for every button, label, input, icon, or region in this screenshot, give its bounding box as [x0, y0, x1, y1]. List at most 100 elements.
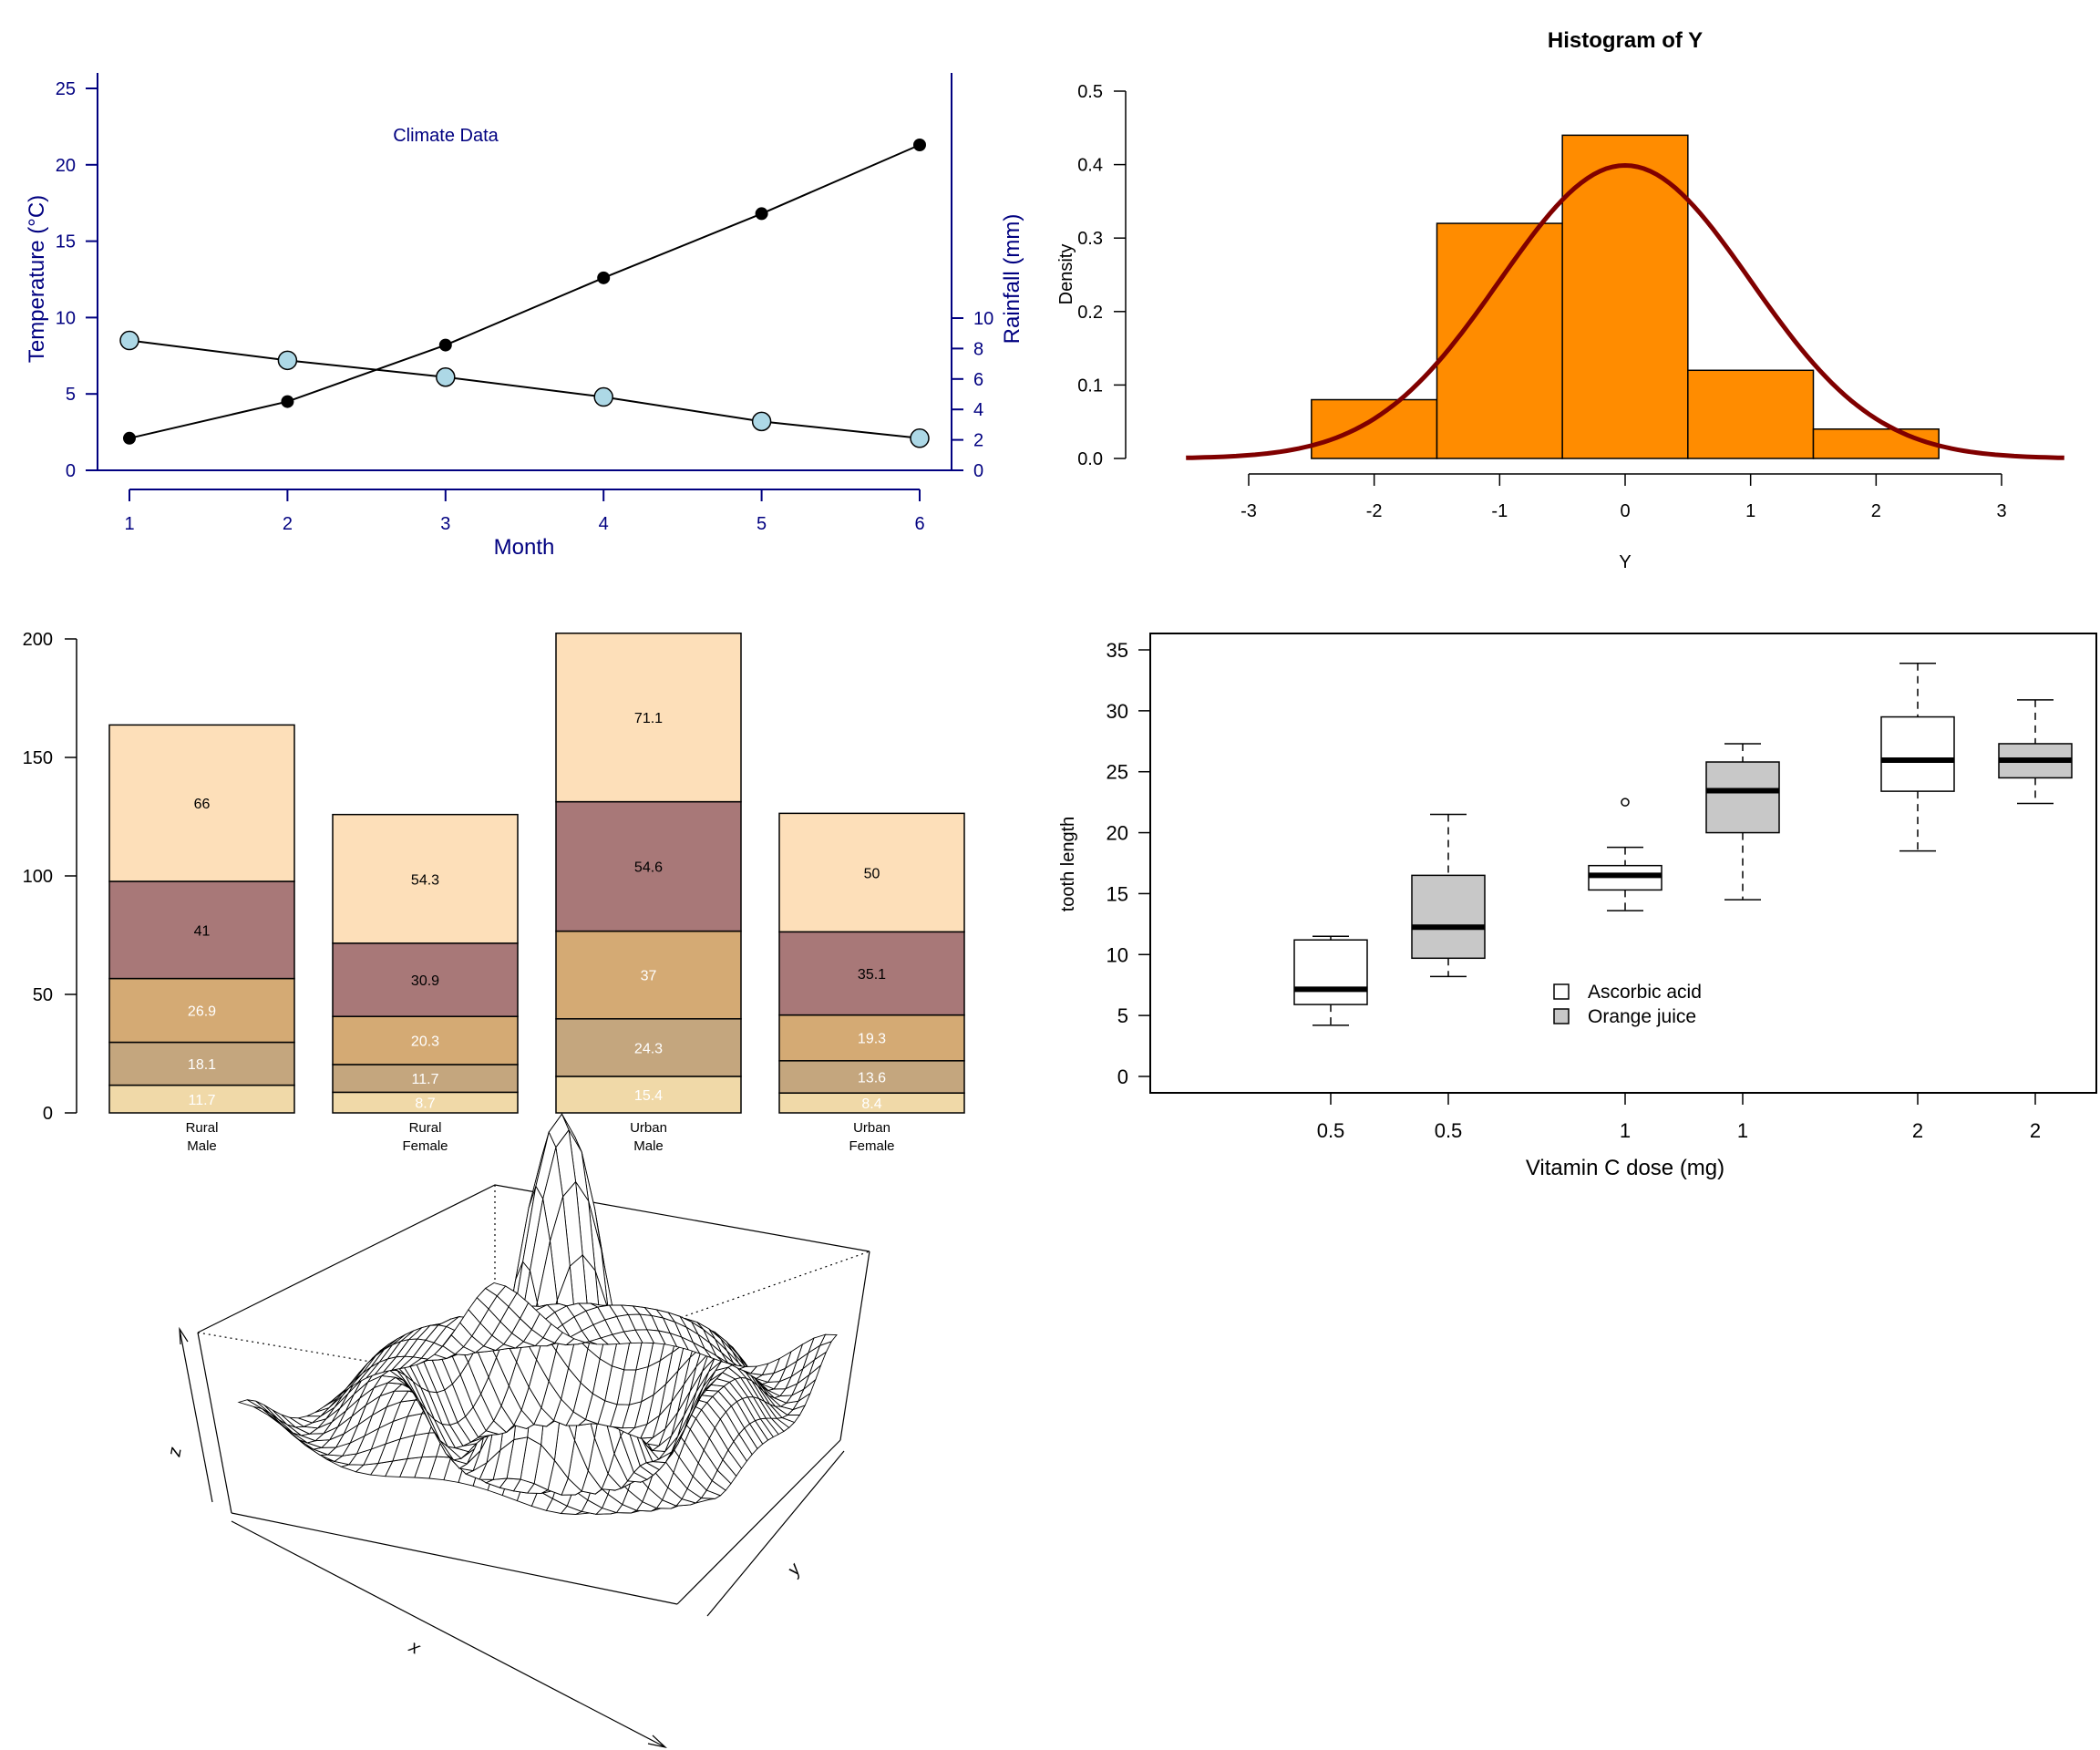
histogram-bar — [1311, 398, 1438, 459]
x-tick-label: 2 — [283, 514, 293, 534]
legend-swatch — [1553, 983, 1570, 1000]
category-label: Female — [849, 1138, 894, 1154]
x-axis-label: x — [405, 1636, 424, 1659]
box — [1411, 874, 1486, 960]
y-tick-label: 15 — [56, 232, 76, 252]
x-tick-label: -1 — [1491, 501, 1508, 521]
y2-tick-label: 0 — [973, 461, 983, 481]
y-tick-label: 50 — [33, 985, 53, 1005]
y2-tick-label: 6 — [973, 370, 983, 390]
bar-segment-label: 11.7 — [189, 1093, 216, 1108]
boxplot-panel: 0 5 10 15 20 25 30 35 0.5 0.5 1 1 2 2 Vitamin C dose (… — [1058, 633, 2097, 1180]
data-point — [277, 350, 298, 371]
y-tick-label: 150 — [23, 748, 53, 768]
bar-segment-label: 54.3 — [411, 872, 439, 888]
bar-segment-label: 37 — [641, 969, 657, 984]
x-tick-label: 2 — [2030, 1119, 2041, 1142]
data-point — [281, 395, 294, 408]
y2-tick-label: 4 — [973, 400, 983, 420]
histogram-bar — [1687, 369, 1815, 459]
bar-segment-label: 71.1 — [634, 711, 663, 726]
y2-tick-label: 2 — [973, 431, 983, 451]
box-hidden-edge — [197, 1332, 496, 1384]
bar-segment — [778, 931, 965, 1016]
x-tick-label: 4 — [599, 514, 609, 534]
category-label: Female — [402, 1138, 448, 1154]
box — [1705, 761, 1780, 834]
bar-segment — [332, 942, 519, 1017]
bar-segment — [555, 800, 742, 932]
box-right-edge — [839, 1251, 870, 1441]
y-tick-label: 0.4 — [1077, 156, 1103, 176]
y-tick-label: 0 — [43, 1104, 53, 1124]
z-axis-arrow — [179, 1328, 213, 1503]
x-axis-arrowhead — [647, 1735, 667, 1749]
density-curve — [1186, 162, 2064, 460]
surface-mesh — [237, 1113, 838, 1515]
y-axis-arrow — [706, 1450, 845, 1617]
bar-segment — [108, 880, 295, 980]
bar-segment-label: 20.3 — [411, 1035, 439, 1050]
x-axis-label: Y — [1619, 552, 1631, 572]
legend-label: Orange juice — [1588, 1006, 1696, 1027]
x-tick-label: 3 — [1996, 501, 2006, 521]
bar-segment-label: 30.9 — [411, 973, 439, 989]
x-tick-label: 2 — [1871, 501, 1881, 521]
series-line — [129, 144, 921, 439]
y2-tick-label: 8 — [973, 339, 983, 359]
y-tick-label: 0.1 — [1077, 376, 1103, 396]
data-point — [910, 428, 930, 448]
category-label: Urban — [630, 1120, 667, 1136]
box-front-bottom-edge — [231, 1512, 678, 1605]
chart-title: Histogram of Y — [1548, 28, 1703, 53]
y-tick-label: 10 — [1107, 943, 1128, 966]
x-tick-label: 0 — [1620, 501, 1630, 521]
data-point — [119, 330, 139, 351]
climate-panel: 1 2 3 4 5 6 0 5 10 15 20 25 0 2 4 6 8 10 Month Temperature … — [25, 73, 1024, 560]
y-tick-label: 25 — [1107, 761, 1128, 784]
y-tick-label: 200 — [23, 630, 53, 650]
bar-segment — [108, 724, 295, 882]
bar-segment-label: 66 — [194, 797, 211, 812]
x-axis-label: Month — [494, 535, 555, 560]
y-tick-label: 0.2 — [1077, 303, 1103, 323]
y-tick-label: 0.0 — [1077, 449, 1103, 469]
outlier-point — [1621, 798, 1630, 807]
x-tick-label: -3 — [1240, 501, 1257, 521]
stacked-bar-panel: 0 50 100 150 200 11.7 18.1 26.9 41 66 Rural Male 8.7… — [23, 630, 965, 1154]
bar-segment-label: 11.7 — [412, 1072, 439, 1087]
y-tick-label: 100 — [23, 867, 53, 887]
bar-segment — [778, 812, 965, 933]
x-tick-label: 5 — [757, 514, 767, 534]
x-tick-label: 0.5 — [1317, 1119, 1345, 1142]
y-tick-label: 0.3 — [1077, 229, 1103, 249]
data-point — [597, 271, 611, 284]
legend-label: Ascorbic acid — [1588, 982, 1702, 1003]
bar-segment-label: 15.4 — [634, 1088, 663, 1104]
y-axis-label: tooth length — [1058, 817, 1078, 912]
category-label: Male — [187, 1138, 217, 1154]
series-line — [129, 339, 921, 439]
category-label: Male — [633, 1138, 664, 1154]
x-tick-label: 1 — [124, 514, 134, 534]
histogram-panel: 0.0 0.1 0.2 0.3 0.4 0.5 -3 -2 -1 0 1 2 3 Y Density Hist… — [1056, 28, 2064, 572]
bar-segment-label: 19.3 — [858, 1032, 886, 1047]
bar-segment — [108, 1041, 295, 1086]
y-tick-label: 20 — [1107, 822, 1128, 845]
data-point — [438, 338, 452, 352]
histogram-bar — [1561, 134, 1689, 459]
bar-segment-label: 50 — [864, 866, 880, 881]
legend-swatch — [1553, 1008, 1570, 1024]
y-tick-label: 25 — [56, 79, 76, 99]
surface-facet — [484, 1282, 507, 1297]
box — [1880, 715, 1955, 792]
y-tick-label: 35 — [1107, 639, 1128, 662]
bar-segment — [778, 1014, 965, 1062]
y2-tick-label: 10 — [973, 309, 993, 329]
x-tick-label: 1 — [1620, 1119, 1631, 1142]
perspective-panel: x y z — [164, 1113, 870, 1749]
data-point — [755, 207, 768, 221]
y-tick-label: 5 — [1117, 1004, 1128, 1027]
